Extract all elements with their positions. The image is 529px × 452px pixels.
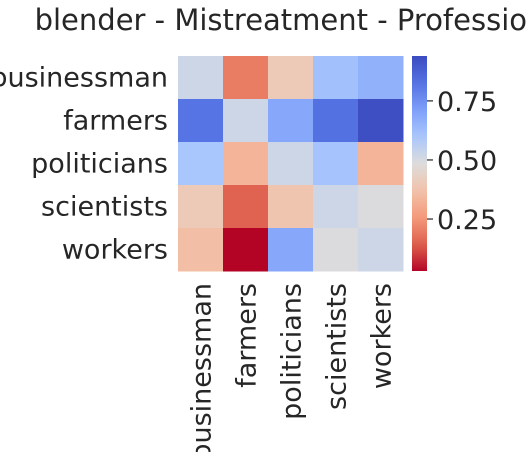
heatmap-cell [358, 56, 404, 100]
heatmap-cell [268, 228, 314, 272]
heatmap-cell [178, 228, 224, 272]
heatmap-cell [178, 142, 224, 186]
heatmap-cell [358, 142, 404, 186]
heatmap-cell [268, 142, 314, 186]
chart-title: blender - Mistreatment - Profession [35, 3, 529, 37]
colorbar-tick-label: 0.75 [437, 87, 497, 118]
heatmap-cell [313, 99, 359, 143]
row-tick-label: scientists [41, 192, 168, 223]
heatmap-cells [178, 56, 404, 272]
row-tick-label: workers [62, 235, 168, 266]
column-tick-label: scientists [322, 283, 353, 410]
heatmap-cell [358, 99, 404, 143]
row-tick-labels: businessman farmers politicians scientists w… [0, 63, 168, 266]
heatmap-cell [223, 228, 269, 272]
heatmap-cell [223, 56, 269, 100]
row-tick-label: farmers [63, 106, 168, 137]
colorbar-tick-label: 0.25 [437, 205, 497, 236]
heatmap-cell [313, 142, 359, 186]
heatmap-cell [223, 99, 269, 143]
heatmap-cell [358, 228, 404, 272]
heatmap-cell [313, 185, 359, 229]
row-tick-label: businessman [0, 63, 168, 94]
colorbar [412, 56, 427, 271]
column-tick-label: farmers [232, 283, 263, 388]
heatmap-cell [358, 185, 404, 229]
column-tick-labels: businessman farmers politicians scientists w… [187, 283, 398, 452]
heatmap-cell [178, 99, 224, 143]
heatmap-cell [313, 228, 359, 272]
row-tick-label: politicians [31, 149, 168, 180]
heatmap-cell [313, 56, 359, 100]
heatmap-cell [223, 185, 269, 229]
colorbar-tick-label: 0.50 [437, 146, 497, 177]
heatmap-cell [223, 142, 269, 186]
heatmap-cell [178, 56, 224, 100]
column-tick-label: politicians [277, 283, 308, 420]
heatmap-cell [268, 99, 314, 143]
colorbar-ticks: 0.25 0.50 0.75 [427, 87, 497, 236]
column-tick-label: businessman [187, 283, 218, 452]
heatmap-cell [268, 185, 314, 229]
heatmap-cell [268, 56, 314, 100]
heatmap-cell [178, 185, 224, 229]
column-tick-label: workers [367, 283, 398, 389]
